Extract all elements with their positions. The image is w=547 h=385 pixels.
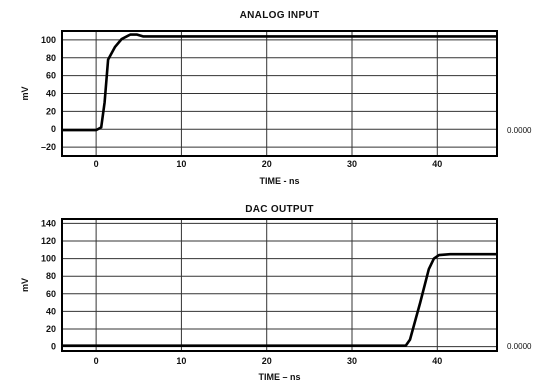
y-tick-label: –20: [41, 142, 56, 152]
y-tick-label: 80: [46, 53, 56, 63]
x-tick-label: 10: [176, 159, 186, 169]
x-tick-label: 10: [176, 356, 186, 366]
x-tick-label: 40: [432, 356, 442, 366]
y-tick-label: 0: [51, 124, 56, 134]
y-tick-label: 20: [46, 324, 56, 334]
y-tick-label: 140: [41, 218, 56, 228]
x-axis-label: TIME – ns: [258, 372, 300, 382]
series-line: [62, 33, 497, 132]
y-tick-label: 20: [46, 106, 56, 116]
chart-title: ANALOG INPUT: [240, 10, 320, 21]
x-tick-label: 0: [94, 159, 99, 169]
x-tick-label: 30: [347, 356, 357, 366]
x-tick-label: 0: [94, 356, 99, 366]
y-tick-label: 100: [41, 254, 56, 264]
y-axis-label: mV: [20, 278, 30, 292]
side-readout-label: 0.0000: [507, 126, 532, 135]
y-axis-label: mV: [20, 86, 30, 100]
y-tick-label: 40: [46, 89, 56, 99]
x-axis-label: TIME - ns: [260, 176, 300, 186]
side-readout-label: 0.0000: [507, 342, 532, 351]
x-tick-label: 20: [262, 159, 272, 169]
y-tick-label: 0: [51, 342, 56, 352]
y-tick-label: 120: [41, 236, 56, 246]
y-tick-label: 60: [46, 289, 56, 299]
y-tick-label: 60: [46, 71, 56, 81]
y-tick-label: 40: [46, 306, 56, 316]
chart-title: DAC OUTPUT: [245, 204, 314, 215]
y-tick-label: 80: [46, 271, 56, 281]
series-line: [62, 252, 497, 347]
plot-frame: [61, 218, 498, 352]
x-tick-label: 40: [432, 159, 442, 169]
x-tick-label: 30: [347, 159, 357, 169]
plot-frame: [61, 30, 498, 157]
y-tick-label: 100: [41, 35, 56, 45]
x-tick-label: 20: [262, 356, 272, 366]
